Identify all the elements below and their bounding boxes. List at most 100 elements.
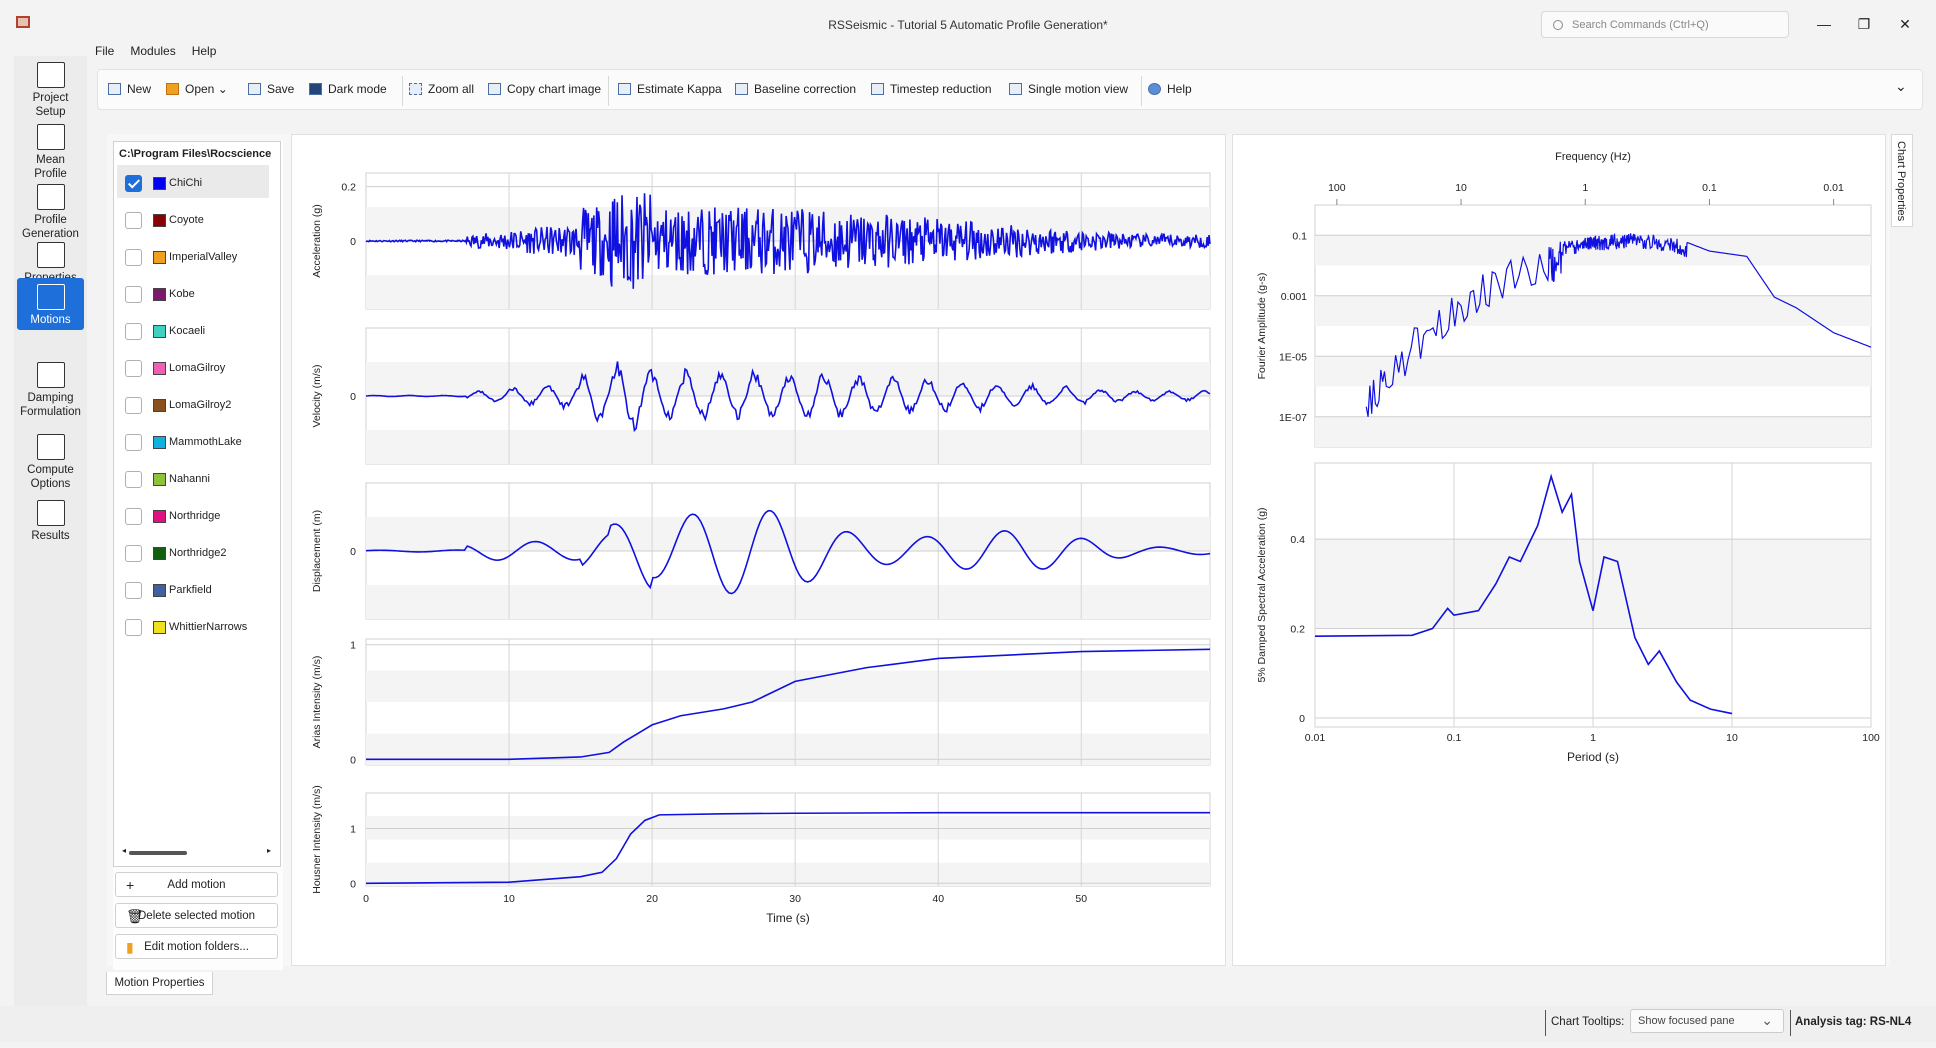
list-item[interactable]: Northridge2 <box>117 535 269 568</box>
time-history-chart-svg[interactable]: 0 0.2 Acceleration (g) 0 Velocity (m/s) 0 Disp… <box>292 135 1227 967</box>
list-item[interactable]: Kobe <box>117 276 269 309</box>
delete-motion-button[interactable]: 🗑 Delete selected motion <box>115 903 278 928</box>
motion-name: Kocaeli <box>169 325 206 337</box>
menu-modules[interactable]: Modules <box>130 44 176 58</box>
help-icon <box>1148 83 1161 95</box>
x-tick-label: 30 <box>789 893 801 905</box>
grid-band <box>366 733 1210 765</box>
x-tick-label: 100 <box>1328 182 1346 194</box>
analysis-tag: Analysis tag: RS-NL4 <box>1795 1016 1912 1028</box>
x-tick-label: 0.1 <box>1447 732 1462 744</box>
save-icon <box>248 83 261 95</box>
menu-file[interactable]: File <box>95 44 115 58</box>
plus-icon: + <box>126 877 135 893</box>
add-motion-button[interactable]: + Add motion <box>115 872 278 897</box>
tab-motion-properties[interactable]: Motion Properties <box>106 972 213 995</box>
toolbar-expand-chevron-icon[interactable]: ⌄ <box>1895 78 1907 94</box>
motion-name: Parkfield <box>169 584 212 596</box>
sidebar-item-mean-profile[interactable]: Mean Profile <box>17 118 84 180</box>
sidebar-item-properties[interactable]: Properties <box>17 236 84 284</box>
motion-checkbox[interactable] <box>125 508 142 525</box>
copy-chart-image-button[interactable]: Copy chart image <box>488 82 601 96</box>
sidebar-item-damping[interactable]: Damping Formulation <box>17 356 84 426</box>
motion-checkbox[interactable] <box>125 434 142 451</box>
list-item[interactable]: Parkfield <box>117 572 269 605</box>
y-tick-label: 0 <box>1299 713 1305 725</box>
y-axis-label: Arias Intensity (m/s) <box>311 656 323 749</box>
x-tick-label: 10 <box>503 893 515 905</box>
list-item[interactable]: WhittierNarrows <box>117 609 269 642</box>
copy-chart-icon <box>488 83 501 95</box>
color-swatch <box>153 399 166 412</box>
single-motion-view-button[interactable]: Single motion view <box>1009 82 1128 96</box>
dark-mode-button[interactable]: Dark mode <box>309 82 387 96</box>
motion-checkbox[interactable] <box>125 397 142 414</box>
sidebar-item-project-setup[interactable]: Project Setup <box>17 56 84 118</box>
motion-name: Northridge <box>169 510 221 522</box>
motion-checkbox[interactable] <box>125 582 142 599</box>
y-axis-label: 5% Damped Spectral Acceleration (g) <box>1256 507 1268 682</box>
timestep-reduction-button[interactable]: Timestep reduction <box>871 82 992 96</box>
list-item[interactable]: Northridge <box>117 498 269 531</box>
sidebar-item-label: Options <box>30 478 71 490</box>
horizontal-scrollbar[interactable]: ◂ ▸ <box>122 846 272 855</box>
y-tick-label: 0 <box>350 754 356 766</box>
motion-checkbox[interactable] <box>125 323 142 340</box>
x-tick-label: 1 <box>1590 732 1596 744</box>
motion-name: Kobe <box>169 288 195 300</box>
list-item[interactable]: ImperialValley <box>117 239 269 272</box>
list-item[interactable]: LomaGilroy <box>117 350 269 383</box>
series-line <box>1314 473 1733 715</box>
motion-checkbox[interactable] <box>125 175 142 192</box>
sidebar-item-label: Profile <box>34 168 67 180</box>
motion-checkbox[interactable] <box>125 545 142 562</box>
restore-button[interactable]: ❐ <box>1857 16 1871 32</box>
y-tick-label: 0 <box>350 391 356 403</box>
sidebar-item-label: Results <box>31 530 70 542</box>
open-button[interactable]: Open ⌄ <box>166 82 228 96</box>
sidebar-item-results[interactable]: Results <box>17 494 84 544</box>
motion-checkbox[interactable] <box>125 471 142 488</box>
tab-chart-properties[interactable]: Chart Properties <box>1891 134 1913 227</box>
motion-name: ImperialValley <box>169 251 238 263</box>
list-item[interactable]: LomaGilroy2 <box>117 387 269 420</box>
edit-motion-folders-button[interactable]: ▮ Edit motion folders... <box>115 934 278 959</box>
baseline-correction-button[interactable]: Baseline correction <box>735 82 856 96</box>
sidebar-item-motions[interactable]: Motions <box>17 278 84 330</box>
y-axis-label: Housner Intensity (m/s) <box>311 785 323 894</box>
motion-checkbox[interactable] <box>125 212 142 229</box>
list-item[interactable]: Nahanni <box>117 461 269 494</box>
app-icon <box>16 16 30 28</box>
grid-band <box>366 862 1210 886</box>
search-icon <box>1553 20 1563 30</box>
color-swatch <box>153 325 166 338</box>
color-swatch <box>153 177 166 190</box>
estimate-kappa-button[interactable]: Estimate Kappa <box>618 82 722 96</box>
motion-checkbox[interactable] <box>125 360 142 377</box>
kappa-icon <box>618 83 631 95</box>
new-button[interactable]: New <box>108 82 151 96</box>
chart-tooltips-select[interactable]: Show focused pane <box>1630 1009 1784 1033</box>
motion-checkbox[interactable] <box>125 249 142 266</box>
grid-band <box>366 816 1210 840</box>
motion-checkbox[interactable] <box>125 286 142 303</box>
motion-checkbox[interactable] <box>125 619 142 636</box>
minimize-button[interactable]: — <box>1817 16 1831 32</box>
list-item[interactable]: Coyote <box>117 202 269 235</box>
color-swatch <box>153 288 166 301</box>
chart-tooltips-label: Chart Tooltips: <box>1551 1016 1625 1028</box>
list-item[interactable]: Kocaeli <box>117 313 269 346</box>
close-button[interactable]: ✕ <box>1899 16 1911 32</box>
menu-help[interactable]: Help <box>191 44 217 58</box>
series-line <box>1365 232 1872 417</box>
list-item[interactable]: ChiChi <box>117 165 269 198</box>
help-button[interactable]: Help <box>1148 82 1192 96</box>
sidebar-item-profile-generation[interactable]: Profile Generation <box>17 178 84 240</box>
search-commands-input[interactable]: Search Commands (Ctrl+Q) <box>1541 11 1789 38</box>
sidebar-item-compute-options[interactable]: Compute Options <box>17 428 84 490</box>
y-tick-label: 0.4 <box>1290 534 1305 546</box>
save-button[interactable]: Save <box>248 82 294 96</box>
zoom-all-button[interactable]: Zoom all <box>409 82 474 96</box>
list-item[interactable]: MammothLake <box>117 424 269 457</box>
